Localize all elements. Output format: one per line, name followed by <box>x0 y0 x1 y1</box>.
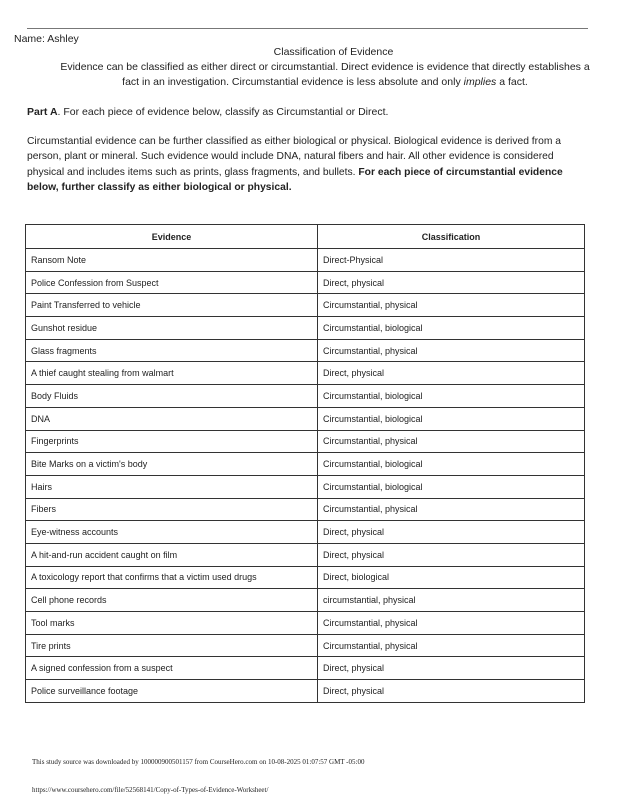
evidence-table: Evidence Classification Ransom Note Direc… <box>25 224 585 703</box>
evidence-cell: Tool marks <box>25 611 318 635</box>
classification-cell: Direct-Physical <box>317 248 585 272</box>
download-note: This study source was downloaded by 1000… <box>32 758 365 766</box>
classification-cell: Circumstantial, biological <box>317 406 585 431</box>
student-name: Name: Ashley <box>14 33 79 45</box>
page-title: Classification of Evidence <box>273 46 394 58</box>
header-classification: Classification <box>317 224 585 249</box>
evidence-cell: Ransom Note <box>25 248 318 272</box>
intro-text: Evidence can be classified as either dir… <box>60 60 590 90</box>
intro-italic: implies <box>463 76 497 88</box>
evidence-cell: A thief caught stealing from walmart <box>25 361 318 386</box>
classification-cell: Direct, physical <box>317 520 585 544</box>
top-rule <box>27 28 588 29</box>
evidence-cell: Paint Transferred to vehicle <box>25 293 318 318</box>
classification-cell: Direct, biological <box>317 565 585 590</box>
classification-cell: Direct, physical <box>317 270 585 295</box>
evidence-cell: A hit-and-run accident caught on film <box>25 542 318 567</box>
evidence-cell: Gunshot residue <box>25 316 318 340</box>
table-row: A signed confession from a suspect Direct… <box>25 656 585 681</box>
table-row: Gunshot residue Circumstantial, biologica… <box>25 316 585 340</box>
classification-cell: Circumstantial, biological <box>317 384 585 408</box>
part-a-text: . For each piece of evidence below, clas… <box>57 106 389 118</box>
circumstantial-paragraph: Circumstantial evidence can be further c… <box>27 134 587 195</box>
table-row: Cell phone records circumstantial, physic… <box>25 588 585 612</box>
classification-cell: Circumstantial, physical <box>317 293 585 318</box>
evidence-cell: Police surveillance footage <box>25 679 318 703</box>
table-row: Paint Transferred to vehicle Circumstanti… <box>25 293 585 318</box>
classification-cell: Circumstantial, biological <box>317 316 585 340</box>
classification-cell: Circumstantial, physical <box>317 429 585 454</box>
evidence-cell: DNA <box>25 406 318 431</box>
table-row: Fibers Circumstantial, physical <box>25 497 585 522</box>
table-row: Bite Marks on a victim's body Circumstant… <box>25 452 585 476</box>
table-row: Eye-witness accounts Direct, physical <box>25 520 585 544</box>
evidence-cell: Hairs <box>25 474 318 499</box>
classification-cell: Circumstantial, physical <box>317 611 585 635</box>
table-row: A hit-and-run accident caught on film Dir… <box>25 542 585 567</box>
evidence-cell: Fibers <box>25 497 318 522</box>
evidence-cell: Tire prints <box>25 633 318 658</box>
table-row: Body Fluids Circumstantial, biological <box>25 384 585 408</box>
header-evidence: Evidence <box>25 224 318 249</box>
paragraph-bold: For each piece of circumstantial evidenc… <box>27 166 563 193</box>
classification-cell: Circumstantial, physical <box>317 633 585 658</box>
classification-cell: Circumstantial, biological <box>317 474 585 499</box>
evidence-cell: Glass fragments <box>25 338 318 363</box>
table-row: Ransom Note Direct-Physical <box>25 248 585 272</box>
intro-part1: Evidence can be classified as either dir… <box>60 61 590 88</box>
part-a-label: Part A <box>27 106 58 118</box>
classification-cell: Circumstantial, biological <box>317 452 585 476</box>
table-row: Police Confession from Suspect Direct, ph… <box>25 270 585 295</box>
evidence-cell: A toxicology report that confirms that a… <box>25 565 318 590</box>
table-row: Tire prints Circumstantial, physical <box>25 633 585 658</box>
evidence-cell: Fingerprints <box>25 429 318 454</box>
table-row: Tool marks Circumstantial, physical <box>25 611 585 635</box>
classification-cell: circumstantial, physical <box>317 588 585 612</box>
classification-cell: Direct, physical <box>317 656 585 681</box>
table-row: Police surveillance footage Direct, physi… <box>25 679 585 703</box>
table-row: A toxicology report that confirms that a… <box>25 565 585 590</box>
classification-cell: Circumstantial, physical <box>317 338 585 363</box>
source-url: https://www.coursehero.com/file/52568141… <box>32 786 269 794</box>
intro-part2: a fact. <box>496 76 528 88</box>
evidence-cell: A signed confession from a suspect <box>25 656 318 681</box>
part-a-instructions: Part A. For each piece of evidence below… <box>27 106 388 118</box>
evidence-cell: Bite Marks on a victim's body <box>25 452 318 476</box>
evidence-cell: Eye-witness accounts <box>25 520 318 544</box>
table-row: Hairs Circumstantial, biological <box>25 474 585 499</box>
evidence-cell: Body Fluids <box>25 384 318 408</box>
evidence-cell: Cell phone records <box>25 588 318 612</box>
table-row: A thief caught stealing from walmart Dire… <box>25 361 585 386</box>
classification-cell: Direct, physical <box>317 361 585 386</box>
paragraph-text: Circumstantial evidence can be further c… <box>27 136 561 178</box>
classification-cell: Direct, physical <box>317 542 585 567</box>
evidence-cell: Police Confession from Suspect <box>25 270 318 295</box>
table-header-row: Evidence Classification <box>25 224 585 249</box>
table-row: Fingerprints Circumstantial, physical <box>25 429 585 454</box>
table-row: DNA Circumstantial, biological <box>25 406 585 431</box>
table-row: Glass fragments Circumstantial, physical <box>25 338 585 363</box>
classification-cell: Circumstantial, physical <box>317 497 585 522</box>
classification-cell: Direct, physical <box>317 679 585 703</box>
